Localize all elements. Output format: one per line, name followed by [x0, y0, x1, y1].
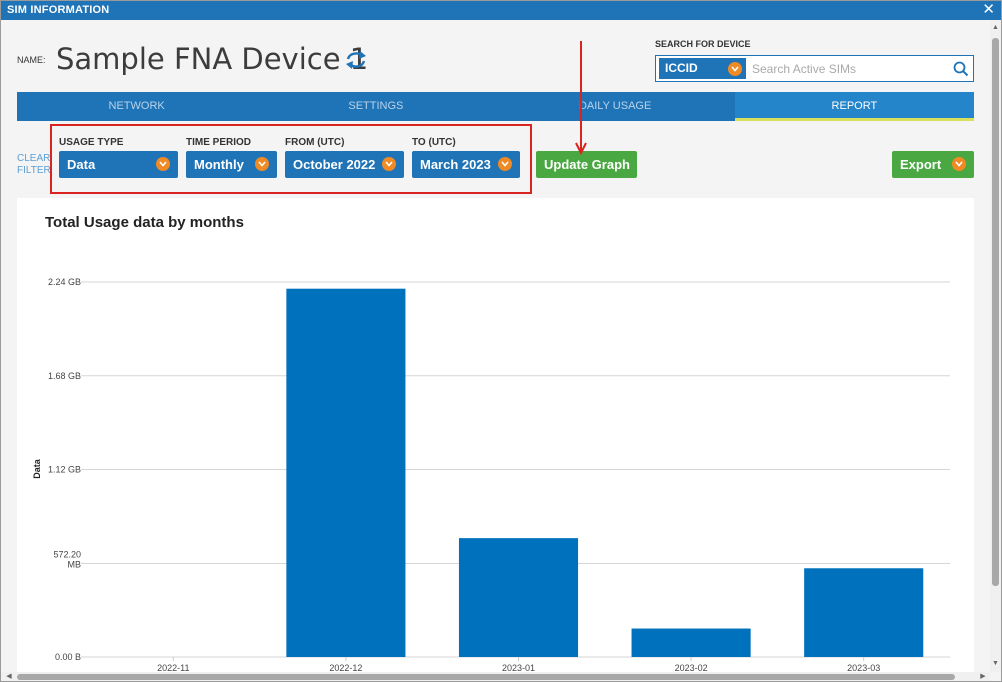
x-tick-label: 2023-03	[847, 663, 880, 673]
horizontal-scroll-thumb[interactable]	[17, 674, 955, 680]
close-icon[interactable]: ✕	[982, 1, 995, 18]
y-tick-label: 1.68 GB	[48, 371, 81, 381]
chevron-down-icon	[952, 157, 966, 171]
scroll-up-icon[interactable]: ▲	[992, 24, 999, 31]
device-name: Sample FNA Device 1	[56, 42, 369, 76]
usage-bar-chart: 0.00 B 572.20 MB 1.12 GB 1.68 GB 2.24 GB Data 2…	[32, 277, 950, 673]
usage-type-value: Data	[67, 157, 96, 172]
update-graph-button[interactable]: Update Graph	[536, 151, 637, 178]
filter-highlight-box	[50, 124, 532, 194]
search-label: SEARCH FOR DEVICE	[655, 39, 751, 49]
title-bar: SIM INFORMATION ✕	[1, 1, 1001, 20]
chevron-down-icon	[255, 157, 269, 171]
vertical-scrollbar[interactable]: ▲ ▼	[990, 20, 1001, 672]
x-tick-label: 2022-11	[157, 663, 189, 673]
y-axis-label: Data	[32, 458, 42, 479]
clear-filter-link[interactable]: CLEAR FILTER	[17, 153, 51, 176]
search-input[interactable]	[752, 59, 942, 79]
tab-report[interactable]: REPORT	[734, 92, 974, 121]
from-dropdown[interactable]: October 2022	[285, 151, 404, 178]
tab-network[interactable]: NETWORK	[108, 100, 165, 112]
time-period-dropdown[interactable]: Monthly	[186, 151, 277, 178]
chevron-down-icon	[382, 157, 396, 171]
y-tick-label: 0.00 B	[55, 652, 81, 662]
scroll-down-icon[interactable]: ▼	[992, 660, 999, 667]
chart-title: Total Usage data by months	[45, 214, 244, 231]
y-tick-label: 1.12 GB	[48, 465, 81, 475]
annotation-arrow	[575, 41, 587, 156]
vertical-scroll-thumb[interactable]	[992, 38, 999, 586]
y-tick-label: 572.20 MB	[53, 549, 81, 569]
content-area: NAME: Sample FNA Device 1 SEARCH FOR DEV…	[1, 20, 990, 678]
usage-type-label: USAGE TYPE	[59, 137, 124, 148]
chevron-down-icon	[498, 157, 512, 171]
to-dropdown[interactable]: March 2023	[412, 151, 520, 178]
chevron-down-icon	[156, 157, 170, 171]
scroll-right-icon[interactable]: ▶	[980, 673, 986, 680]
x-tick-label: 2023-01	[502, 663, 535, 673]
window-title: SIM INFORMATION	[7, 4, 110, 16]
bar	[286, 288, 406, 657]
to-value: March 2023	[420, 157, 491, 172]
bar	[458, 538, 579, 657]
time-period-value: Monthly	[194, 157, 244, 172]
tab-daily-usage[interactable]: DAILY USAGE	[578, 100, 652, 112]
usage-type-dropdown[interactable]: Data	[59, 151, 178, 178]
search-type-value: ICCID	[665, 61, 698, 75]
export-button[interactable]: Export	[892, 151, 974, 178]
bar	[804, 568, 924, 657]
horizontal-scrollbar[interactable]: ◀ ▶	[1, 672, 990, 681]
from-value: October 2022	[293, 157, 376, 172]
search-type-select[interactable]: ICCID	[659, 58, 746, 79]
time-period-label: TIME PERIOD	[186, 137, 252, 148]
refresh-icon[interactable]	[344, 50, 368, 70]
export-label: Export	[900, 157, 942, 172]
name-label: NAME:	[17, 55, 46, 65]
search-box: ICCID	[655, 55, 974, 82]
chart-panel: Total Usage data by months 0.00 B 572.20 M…	[17, 198, 974, 678]
tab-settings[interactable]: SETTINGS	[348, 100, 404, 112]
chevron-down-icon	[728, 62, 742, 76]
bar	[631, 628, 751, 657]
scroll-left-icon[interactable]: ◀	[6, 673, 12, 680]
x-tick-label: 2023-02	[675, 663, 708, 673]
x-tick-label: 2022-12	[329, 663, 362, 673]
y-tick-label: 2.24 GB	[48, 277, 81, 287]
to-label: TO (UTC)	[412, 137, 456, 148]
search-icon[interactable]	[953, 61, 969, 77]
tab-bar: NETWORK SETTINGS DAILY USAGE REPORT	[17, 92, 974, 121]
from-label: FROM (UTC)	[285, 137, 345, 148]
